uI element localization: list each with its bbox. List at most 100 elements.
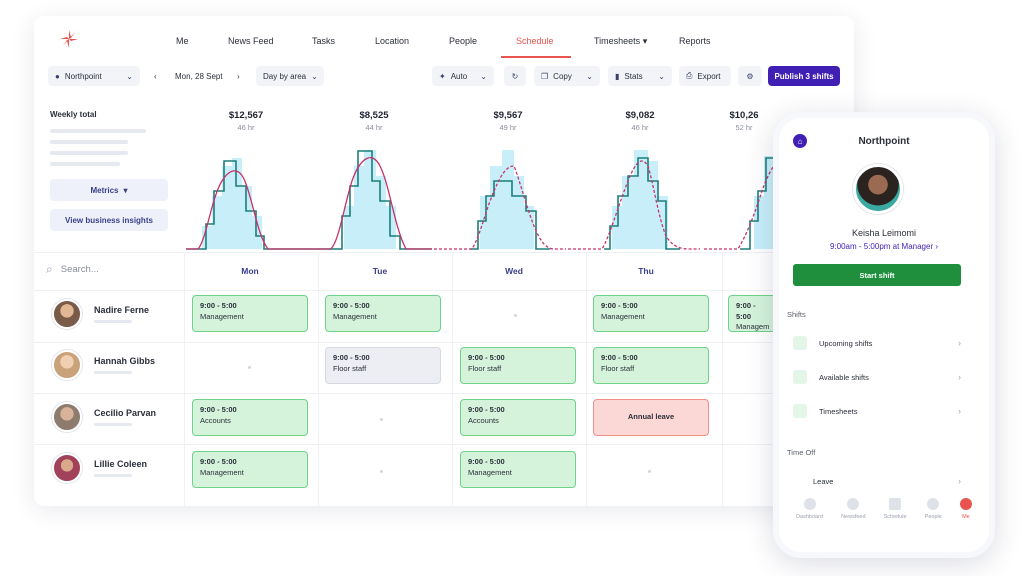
shift-role: Accounts <box>468 415 499 425</box>
shift-role: Floor staff <box>333 363 367 373</box>
next-week-button[interactable]: › <box>230 66 247 86</box>
shift-card[interactable]: 9:00 - 5:00 Accounts <box>460 399 576 436</box>
metrics-button[interactable]: Metrics ▾ <box>50 179 168 201</box>
nav-location[interactable]: Location <box>375 36 410 46</box>
nav-reports[interactable]: Reports <box>679 36 711 46</box>
shift-time: 9:00 - 5:00 <box>333 353 370 362</box>
leave-label: Annual leave <box>627 412 675 422</box>
refresh-icon: ↻ <box>511 71 519 81</box>
shift-card[interactable]: 9:00 - 5:00 Management <box>460 451 576 488</box>
staff-row-cecilio[interactable]: Cecilio Parvan <box>52 397 156 437</box>
empty-slot[interactable] <box>514 314 517 317</box>
shift-card[interactable]: 9:00 - 5:00 Management <box>325 295 441 332</box>
nav-me[interactable]: Me <box>176 36 189 46</box>
tab-me[interactable]: Me <box>959 498 972 542</box>
annual-leave-card[interactable]: Annual leave <box>593 399 709 436</box>
date-picker[interactable]: Mon, 28 Sept <box>168 66 230 86</box>
shift-card[interactable]: 9:00 - 5:00 Management <box>192 295 308 332</box>
placeholder-line <box>50 140 128 144</box>
time-off-heading: Time Off <box>787 448 816 457</box>
chart-mon <box>186 158 300 250</box>
shift-card[interactable]: 9:00 - 5:00 Managem <box>728 295 778 332</box>
refresh-button[interactable]: ↻ <box>504 66 526 86</box>
staff-row-hannah[interactable]: Hannah Gibbs <box>52 345 155 385</box>
shift-card[interactable]: 9:00 - 5:00 Floor staff <box>460 347 576 384</box>
staff-name: Nadire Ferne <box>94 305 150 315</box>
export-button[interactable]: ⎙ Export <box>679 66 731 86</box>
shift-time: 9:00 - 5:00 <box>601 353 638 362</box>
shift-time: 9:00 - 5:00 <box>736 301 756 321</box>
staff-name: Hannah Gibbs <box>94 356 156 366</box>
shift-card[interactable]: 9:00 - 5:00 Floor staff <box>593 347 709 384</box>
shift-card[interactable]: 9:00 - 5:00 Management <box>593 295 709 332</box>
location-select[interactable]: ● Northpoint ⌄ <box>48 66 140 86</box>
start-shift-button[interactable]: Start shift <box>793 264 961 286</box>
publish-label: Publish 3 shifts <box>774 71 834 81</box>
nav-schedule[interactable]: Schedule <box>516 36 554 46</box>
tab-newsfeed[interactable]: Newsfeed <box>841 498 866 542</box>
shift-role: Floor staff <box>601 363 635 373</box>
people-icon <box>927 498 940 510</box>
nav-timesheets[interactable]: Timesheets ▾ <box>594 36 648 46</box>
day-total-tue: $8,525 44 hr <box>314 110 434 132</box>
grid-divider <box>34 290 854 291</box>
shift-time: 9:00 - 5:00 <box>200 301 237 310</box>
day-hours: 44 hr <box>365 123 383 132</box>
staff-row-lillie[interactable]: Lillie Coleen <box>52 448 147 488</box>
upcoming-shifts-row[interactable]: Upcoming shifts › <box>787 328 969 358</box>
nav-news-feed[interactable]: News Feed <box>228 36 274 46</box>
logo-icon <box>60 30 78 48</box>
shift-card[interactable]: 9:00 - 5:00 Management <box>192 451 308 488</box>
empty-slot[interactable] <box>248 366 251 369</box>
empty-slot[interactable] <box>380 470 383 473</box>
tab-dashboard[interactable]: Dashboard <box>796 498 823 542</box>
tab-schedule[interactable]: Schedule <box>884 498 907 542</box>
shift-role: Management <box>200 467 244 477</box>
empty-slot[interactable] <box>648 470 651 473</box>
tab-people[interactable]: People <box>925 498 942 542</box>
staff-row-nadire[interactable]: Nadire Ferne <box>52 294 149 334</box>
shift-role: Management <box>468 467 512 477</box>
calendar-icon <box>793 370 807 384</box>
empty-slot[interactable] <box>380 418 383 421</box>
prev-week-button[interactable]: ‹ <box>147 66 164 86</box>
timesheets-row[interactable]: Timesheets › <box>787 396 969 426</box>
stats-button[interactable]: ▮ Stats ⌄ <box>608 66 672 86</box>
grid-divider <box>34 393 854 394</box>
leave-row[interactable]: Leave › <box>787 466 969 496</box>
shift-card[interactable]: 9:00 - 5:00 Accounts <box>192 399 308 436</box>
shift-time: 9:00 - 5:00 <box>200 457 237 466</box>
auto-button[interactable]: ✦ Auto ⌄ <box>432 66 494 86</box>
shift-time: 9:00 - 5:00 <box>468 405 505 414</box>
copy-icon: ❐ <box>541 71 549 81</box>
store-icon[interactable]: ⌂ <box>793 134 807 148</box>
available-shifts-row[interactable]: Available shifts › <box>787 362 969 392</box>
phone-user-name: Keisha Leimomi <box>851 228 917 238</box>
view-select[interactable]: Day by area ⌄ <box>256 66 324 86</box>
copy-button[interactable]: ❐ Copy ⌄ <box>534 66 600 86</box>
staff-search[interactable]: ⌕ Search... <box>46 262 99 277</box>
phone-shift-time[interactable]: 9:00am - 5:00pm at Manager › <box>829 242 939 251</box>
shift-time: 9:00 - 5:00 <box>468 457 505 466</box>
demand-area <box>192 158 294 249</box>
placeholder-line <box>50 162 120 166</box>
nav-tasks[interactable]: Tasks <box>312 36 336 46</box>
grid-divider <box>184 252 185 506</box>
shift-role: Managem <box>736 322 770 331</box>
chevron-right-icon: › <box>935 242 939 251</box>
sparkle-icon: ✦ <box>439 71 446 81</box>
date-label: Mon, 28 Sept <box>175 71 223 81</box>
nav-people[interactable]: People <box>449 36 478 46</box>
publish-button[interactable]: Publish 3 shifts <box>768 66 840 86</box>
search-input[interactable]: Search... <box>60 264 99 275</box>
calendar-icon <box>793 336 807 350</box>
top-nav: Me News Feed Tasks Location People Sched… <box>34 16 854 60</box>
view-insights-button[interactable]: View business insights <box>50 209 168 231</box>
settings-button[interactable]: ⚙ <box>738 66 762 86</box>
shift-card[interactable]: 9:00 - 5:00 Floor staff <box>325 347 441 384</box>
forecast-line <box>300 157 432 250</box>
user-icon <box>959 498 972 510</box>
scheduler-app: Me News Feed Tasks Location People Sched… <box>34 16 854 506</box>
shift-time: 9:00 - 5:00 <box>601 301 638 310</box>
row-label: Timesheets <box>819 406 858 416</box>
